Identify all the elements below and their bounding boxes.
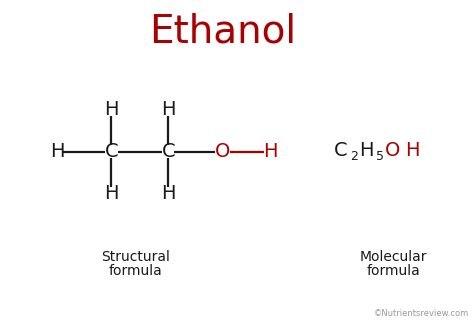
- Text: formula: formula: [366, 264, 420, 278]
- Text: Structural: Structural: [100, 250, 170, 264]
- Text: H: H: [161, 100, 175, 119]
- Text: H: H: [161, 184, 175, 203]
- Text: H: H: [50, 142, 64, 161]
- Text: C: C: [334, 141, 348, 160]
- Text: 2: 2: [350, 150, 358, 162]
- Text: C: C: [162, 142, 175, 161]
- Text: H: H: [405, 141, 420, 160]
- Text: Molecular: Molecular: [360, 250, 427, 264]
- Text: C: C: [105, 142, 118, 161]
- Text: O: O: [385, 141, 401, 160]
- Text: formula: formula: [108, 264, 162, 278]
- Text: H: H: [104, 100, 118, 119]
- Text: 5: 5: [376, 150, 384, 162]
- Text: ©Nutrientsreview.com: ©Nutrientsreview.com: [374, 309, 469, 318]
- Text: Ethanol: Ethanol: [149, 13, 296, 51]
- Text: H: H: [104, 184, 118, 203]
- Text: O: O: [215, 142, 230, 161]
- Text: H: H: [359, 141, 374, 160]
- Text: H: H: [263, 142, 277, 161]
